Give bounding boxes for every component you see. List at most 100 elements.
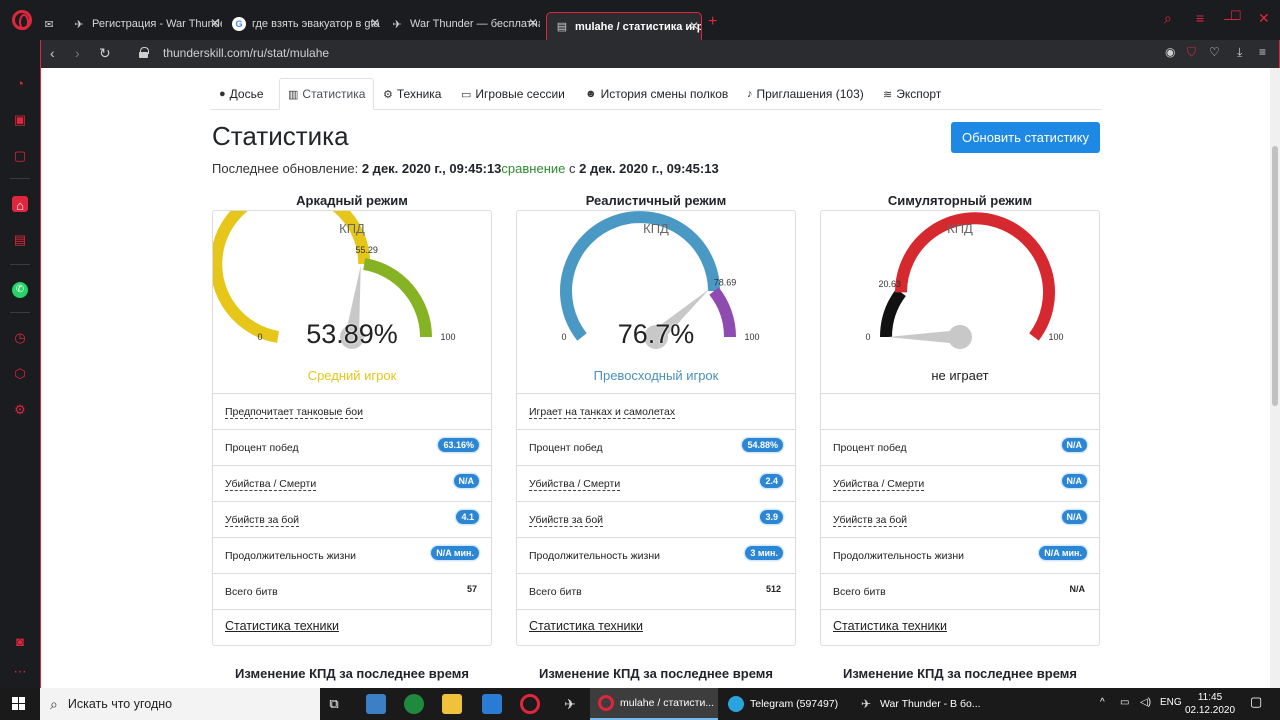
more-icon[interactable]: ⋯ bbox=[13, 664, 27, 679]
preference-label[interactable]: Играет на танках и самолетах bbox=[529, 406, 676, 419]
stat-label: Продолжительность жизни bbox=[833, 550, 964, 562]
menu-icon[interactable]: ≡ bbox=[1259, 45, 1267, 59]
close-icon[interactable]: ✕ bbox=[527, 16, 538, 30]
tab-title: War Thunder — бесплатна bbox=[410, 18, 540, 30]
maximize-icon[interactable]: ☐ bbox=[1230, 8, 1242, 23]
gauge-needle-hub bbox=[644, 325, 668, 349]
stat-label[interactable]: Убийства / Смерти bbox=[529, 478, 621, 491]
speed-dial-icon[interactable]: ◔ bbox=[16, 76, 24, 91]
tab-squadron-history[interactable]: ☻ История смены полков bbox=[577, 78, 736, 110]
task-view-icon[interactable]: ⧉ bbox=[329, 696, 339, 711]
twitch-icon[interactable]: ▢ bbox=[13, 148, 27, 163]
mode-card-realistic: 78.69 0 100 КПД 76.7% Превосходный игрок Играе… bbox=[516, 210, 796, 646]
tab-invitations[interactable]: ♪ Приглашения (103) bbox=[739, 78, 872, 110]
notifications-icon[interactable]: ▢ bbox=[1250, 694, 1263, 709]
update-stats-button[interactable]: Обновить статистику bbox=[951, 122, 1100, 153]
stat-label[interactable]: Убийств за бой bbox=[529, 514, 604, 527]
stat-label: Процент побед bbox=[225, 442, 299, 454]
search-tabs-icon[interactable]: ⌕ bbox=[1164, 10, 1172, 26]
store-icon[interactable] bbox=[482, 694, 502, 714]
comparison-link[interactable]: сравнение bbox=[501, 161, 566, 176]
taskbar-app-opera[interactable]: mulahe / статисти... bbox=[590, 688, 718, 720]
gx-control-icon[interactable]: ◙ bbox=[16, 634, 24, 649]
tab-export[interactable]: ≋ Экспорт bbox=[875, 78, 949, 110]
file-explorer-icon[interactable] bbox=[442, 694, 462, 714]
preference-label[interactable]: Предпочитает танковые бои bbox=[225, 406, 363, 419]
tab-warthunder[interactable]: ✈ War Thunder — бесплатна ✕ bbox=[390, 12, 540, 36]
download-icon[interactable]: ⤓ bbox=[1237, 45, 1243, 59]
warthunder-icon[interactable]: ✈ bbox=[564, 696, 576, 712]
windows-start-icon[interactable] bbox=[12, 697, 26, 711]
whatsapp-icon[interactable]: ✆ bbox=[12, 282, 28, 298]
tab-label: Статистика bbox=[302, 87, 366, 101]
forward-icon[interactable]: › bbox=[75, 45, 80, 61]
close-window-icon[interactable]: ✕ bbox=[1258, 10, 1270, 26]
stat-label[interactable]: Убийств за бой bbox=[225, 514, 300, 527]
heart-icon[interactable]: ♡ bbox=[1209, 45, 1220, 59]
home-icon[interactable]: ⌂ bbox=[12, 196, 28, 213]
opera-menu-icon[interactable] bbox=[12, 10, 32, 30]
vehicle-stats-link[interactable]: Статистика техники bbox=[225, 619, 339, 633]
close-icon[interactable]: ✕ bbox=[209, 16, 220, 30]
mode-title-arcade: Аркадный режим bbox=[296, 193, 408, 208]
tab-dossier[interactable]: ● Досье bbox=[211, 78, 272, 110]
settings-icon[interactable]: ⚙ bbox=[14, 402, 26, 417]
taskbar-app-telegram[interactable]: Telegram (597497) bbox=[720, 688, 846, 720]
stat-value: N/A bbox=[1069, 584, 1086, 594]
network-icon[interactable]: ▭ bbox=[1120, 697, 1130, 708]
sidebar-divider bbox=[10, 312, 30, 313]
page-scrollbar[interactable] bbox=[1270, 68, 1280, 688]
taskbar-search[interactable]: ⌕ Искать что угодно bbox=[40, 688, 320, 720]
player-rating: не играет bbox=[931, 368, 989, 383]
language-indicator[interactable]: ENG bbox=[1160, 697, 1182, 708]
comparison-value: 2 дек. 2020 г., 09:45:13 bbox=[579, 161, 719, 176]
tab-registration[interactable]: ✈ Регистрация - War Thunde ✕ bbox=[72, 12, 222, 36]
vehicle-stats-link[interactable]: Статистика техники bbox=[833, 619, 947, 633]
tab-game-sessions[interactable]: ▭ Игровые сессии bbox=[453, 78, 573, 110]
tray-chevron-icon[interactable]: ^ bbox=[1100, 697, 1105, 708]
tab-google[interactable]: G где взять эвакуатор в gta ✕ bbox=[232, 12, 382, 36]
stat-label[interactable]: Убийства / Смерти bbox=[833, 478, 925, 491]
sidebar-divider bbox=[10, 178, 30, 179]
stat-label: Процент побед bbox=[833, 442, 907, 454]
close-icon[interactable]: ✕ bbox=[688, 19, 699, 33]
messenger-icon[interactable]: ▤ bbox=[13, 232, 27, 247]
player-rating: Средний игрок bbox=[307, 368, 397, 383]
gauge-needle bbox=[651, 288, 710, 343]
tab-mail[interactable]: ✉ bbox=[42, 12, 62, 36]
profile-nav: ● Досье ▥ Статистика ⚙ Техника ▭ Игровые… bbox=[211, 78, 1101, 110]
minimize-icon[interactable]: — bbox=[1224, 10, 1238, 26]
clock[interactable]: 11:45 02.12.2020 bbox=[1184, 691, 1236, 717]
gauge-needle-hub bbox=[340, 325, 364, 349]
shield-icon[interactable]: ⛉ bbox=[1187, 45, 1197, 59]
back-icon[interactable]: ‹ bbox=[50, 45, 55, 61]
taskbar-app-warthunder[interactable]: ✈ War Thunder - В бо... bbox=[850, 688, 981, 720]
tab-menu-icon[interactable]: ≡ bbox=[1196, 10, 1205, 26]
url-field[interactable]: thunderskill.com/ru/stat/mulahe bbox=[163, 46, 330, 60]
edge-icon[interactable] bbox=[404, 694, 424, 714]
stat-label[interactable]: Убийства / Смерти bbox=[225, 478, 317, 491]
preference-row: Играет на танках и самолетах bbox=[517, 393, 795, 429]
new-tab-button[interactable]: + bbox=[708, 13, 718, 30]
history-icon[interactable]: ◷ bbox=[14, 330, 26, 345]
comparison-prefix: с bbox=[565, 161, 580, 176]
extensions-icon[interactable]: ⬡ bbox=[14, 366, 26, 381]
opera-gx-icon[interactable] bbox=[520, 694, 540, 714]
stat-label: Всего битв bbox=[529, 586, 582, 598]
reload-icon[interactable]: ↻ bbox=[99, 45, 111, 61]
vehicle-stats-link[interactable]: Статистика техники bbox=[529, 619, 643, 633]
tab-statistics[interactable]: ▥ Статистика bbox=[279, 78, 375, 110]
close-icon[interactable]: ✕ bbox=[369, 16, 380, 30]
app-icon[interactable] bbox=[366, 694, 386, 714]
volume-icon[interactable]: ◁) bbox=[1140, 697, 1152, 708]
kpd-label: КПД bbox=[947, 221, 973, 236]
stat-label[interactable]: Убийств за бой bbox=[833, 514, 908, 527]
tab-vehicles[interactable]: ⚙ Техника bbox=[375, 78, 449, 110]
tech-link-row: Статистика техники bbox=[517, 609, 795, 645]
scrollbar-thumb[interactable] bbox=[1272, 146, 1278, 406]
camera-icon[interactable]: ◉ bbox=[1165, 45, 1176, 59]
gift-icon[interactable]: ▣ bbox=[13, 112, 27, 127]
tab-active-stats[interactable]: ▤ mulahe / статистика игрок ✕ bbox=[546, 12, 702, 40]
stat-badge: N/A bbox=[1061, 438, 1087, 452]
gauge-marker-label: 20.63 bbox=[879, 279, 902, 289]
